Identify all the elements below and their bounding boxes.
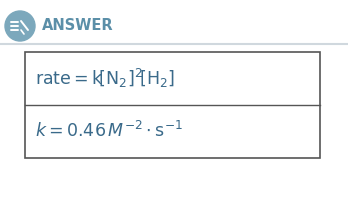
Text: $\mathrm{rate} = \mathrm{k}\!\left[\mathrm{N_2}\right]^{2}\!\left[\mathrm{H_2}\r: $\mathrm{rate} = \mathrm{k}\!\left[\math… <box>35 66 175 90</box>
Text: ANSWER: ANSWER <box>42 18 114 33</box>
Bar <box>25 52 320 158</box>
Text: $k = 0.46\,M^{-2} \cdot \mathrm{s}^{-1}$: $k = 0.46\,M^{-2} \cdot \mathrm{s}^{-1}$ <box>35 121 183 141</box>
Circle shape <box>5 11 35 41</box>
